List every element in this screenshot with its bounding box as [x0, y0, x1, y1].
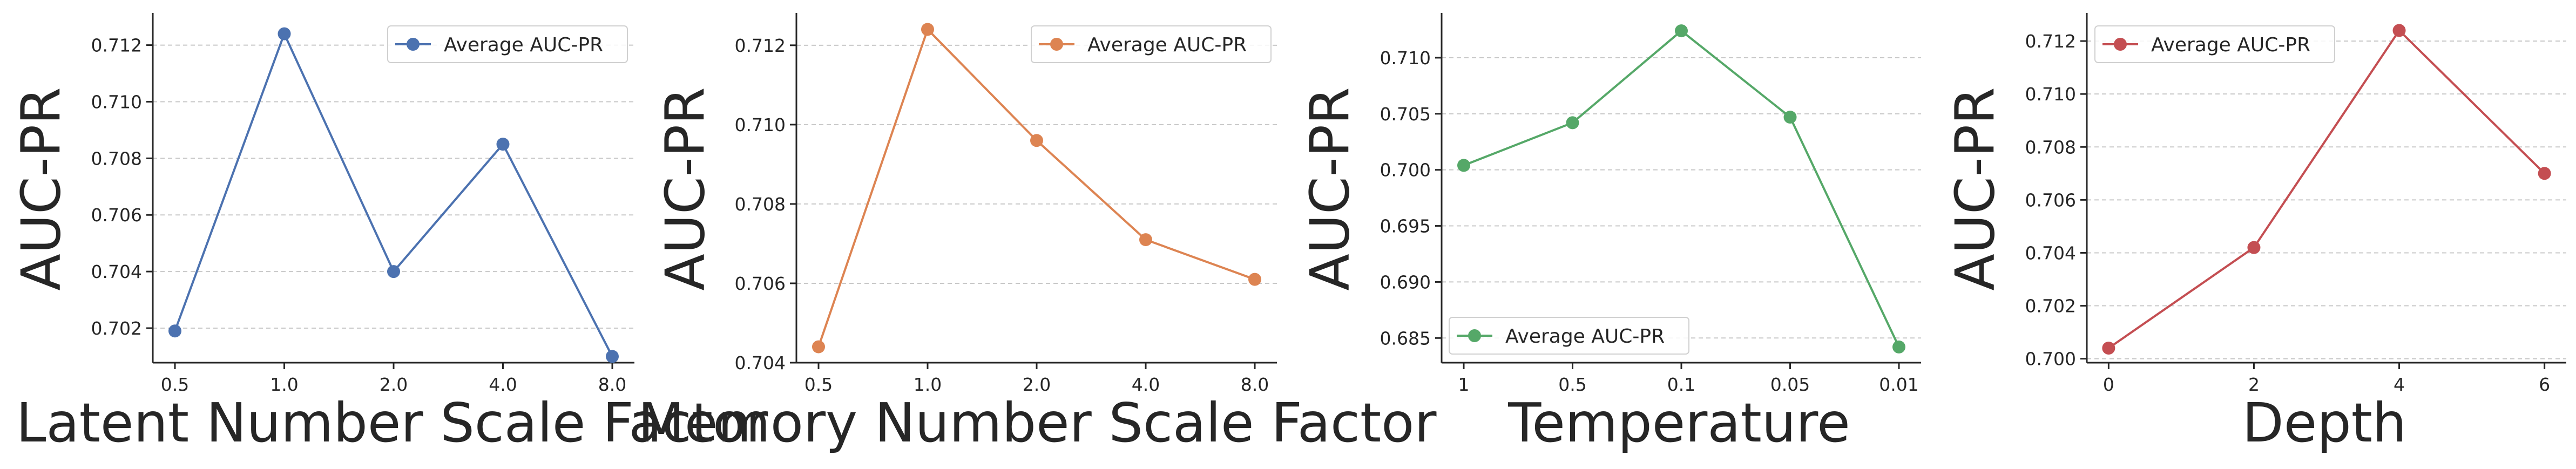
x-tick-label: 2 — [2248, 374, 2260, 395]
data-point — [1248, 273, 1261, 286]
y-axis-label: AUC-PR — [1944, 87, 2007, 290]
y-tick-label: 0.704 — [735, 352, 786, 373]
y-tick-label: 0.712 — [735, 35, 786, 56]
y-tick-label: 0.695 — [1380, 216, 1431, 237]
y-tick-label: 0.706 — [91, 205, 142, 226]
data-point — [1675, 24, 1688, 38]
x-tick-label: 1.0 — [270, 374, 298, 395]
data-point — [1783, 111, 1797, 124]
data-point — [2392, 24, 2406, 37]
legend-label: Average AUC-PR — [2151, 34, 2310, 56]
x-axis-label: Memory Number Scale Factor — [638, 391, 1437, 454]
x-axis-label: Latent Number Scale Factor — [16, 391, 768, 454]
y-tick-label: 0.704 — [91, 261, 142, 282]
x-tick-label: 0.05 — [1770, 374, 1810, 395]
x-tick-label: 6 — [2539, 374, 2550, 395]
x-tick-label: 0.1 — [1667, 374, 1695, 395]
x-tick-label: 2.0 — [380, 374, 408, 395]
legend-marker — [407, 38, 420, 51]
data-point — [1139, 233, 1152, 247]
x-tick-label: 0 — [2103, 374, 2114, 395]
data-point — [496, 138, 510, 151]
data-point — [1566, 116, 1579, 130]
x-tick-label: 0.01 — [1879, 374, 1918, 395]
legend-label: Average AUC-PR — [1505, 325, 1665, 348]
y-tick-label: 0.685 — [1380, 328, 1431, 349]
y-tick-label: 0.712 — [2025, 31, 2076, 52]
x-tick-label: 0.5 — [804, 374, 833, 395]
legend-marker — [2114, 38, 2127, 51]
y-tick-label: 0.700 — [2025, 349, 2076, 370]
x-tick-label: 8.0 — [1241, 374, 1269, 395]
x-tick-label: 0.5 — [1558, 374, 1586, 395]
chart-panel-3: 0.685 0.690 0.695 0.700 0.705 0.710 1 0.5 0.1 0.0… — [1299, 13, 1921, 454]
x-tick-label: 8.0 — [598, 374, 626, 395]
y-tick-label: 0.690 — [1380, 271, 1431, 293]
data-point — [387, 265, 400, 278]
legend-frame — [1449, 317, 1689, 355]
legend-frame — [1031, 25, 1272, 63]
chart-panel-2: 0.704 0.706 0.708 0.710 0.712 0.5 1.0 2.0 4.0 8.0… — [638, 13, 1437, 454]
legend: Average AUC-PR — [2094, 25, 2335, 63]
y-axis-label: AUC-PR — [1299, 87, 1362, 290]
y-axis-label: AUC-PR — [10, 87, 73, 290]
series-line — [1463, 29, 1900, 348]
y-tick-label: 0.712 — [91, 35, 142, 56]
data-point — [1030, 134, 1043, 147]
series-line — [174, 31, 613, 357]
legend-marker — [1468, 329, 1481, 342]
data-point — [812, 340, 825, 354]
legend-frame — [2094, 25, 2335, 63]
x-tick-label: 0.5 — [161, 374, 189, 395]
data-point — [1892, 340, 1905, 354]
y-tick-label: 0.705 — [1380, 104, 1431, 125]
legend-label: Average AUC-PR — [1087, 34, 1247, 56]
y-tick-label: 0.706 — [2025, 189, 2076, 210]
legend: Average AUC-PR — [1031, 25, 1272, 63]
data-point — [2102, 342, 2115, 355]
y-tick-label: 0.700 — [1380, 160, 1431, 181]
chart-panel-1: 0.702 0.704 0.706 0.708 0.710 0.712 0.5 1.0 2.0 4… — [10, 13, 768, 454]
data-point — [168, 324, 181, 338]
x-axis-label: Temperature — [1507, 391, 1850, 454]
y-tick-label: 0.708 — [91, 148, 142, 169]
y-tick-label: 0.710 — [735, 114, 786, 135]
legend: Average AUC-PR — [1449, 317, 1689, 355]
x-tick-label: 1.0 — [914, 374, 942, 395]
data-point — [278, 27, 291, 40]
chart-panel-4: 0.700 0.702 0.704 0.706 0.708 0.710 0.712 0 2 4 6 A… — [1944, 13, 2566, 454]
data-point — [2247, 241, 2261, 254]
data-point — [1457, 159, 1470, 172]
y-tick-label: 0.702 — [2025, 296, 2076, 317]
series-line — [817, 27, 1255, 348]
y-tick-label: 0.704 — [2025, 242, 2076, 263]
x-tick-label: 4 — [2394, 374, 2405, 395]
legend-marker — [1050, 38, 1063, 51]
series-line — [2108, 29, 2546, 349]
legend-label: Average AUC-PR — [444, 34, 603, 56]
x-tick-label: 1 — [1458, 374, 1470, 395]
y-tick-label: 0.710 — [91, 91, 142, 112]
x-tick-label: 4.0 — [1132, 374, 1160, 395]
y-axis-label: AUC-PR — [654, 87, 717, 290]
y-tick-label: 0.710 — [1380, 47, 1431, 69]
y-tick-label: 0.706 — [735, 273, 786, 294]
legend: Average AUC-PR — [387, 25, 628, 63]
y-tick-label: 0.702 — [91, 318, 142, 339]
data-point — [606, 350, 619, 363]
x-axis-label: Depth — [2242, 391, 2407, 454]
legend-frame — [387, 25, 628, 63]
x-tick-label: 2.0 — [1023, 374, 1051, 395]
data-point — [921, 23, 934, 36]
y-tick-label: 0.710 — [2025, 84, 2076, 105]
y-tick-label: 0.708 — [735, 194, 786, 215]
y-tick-label: 0.708 — [2025, 137, 2076, 158]
data-point — [2538, 167, 2551, 180]
x-tick-label: 4.0 — [489, 374, 517, 395]
